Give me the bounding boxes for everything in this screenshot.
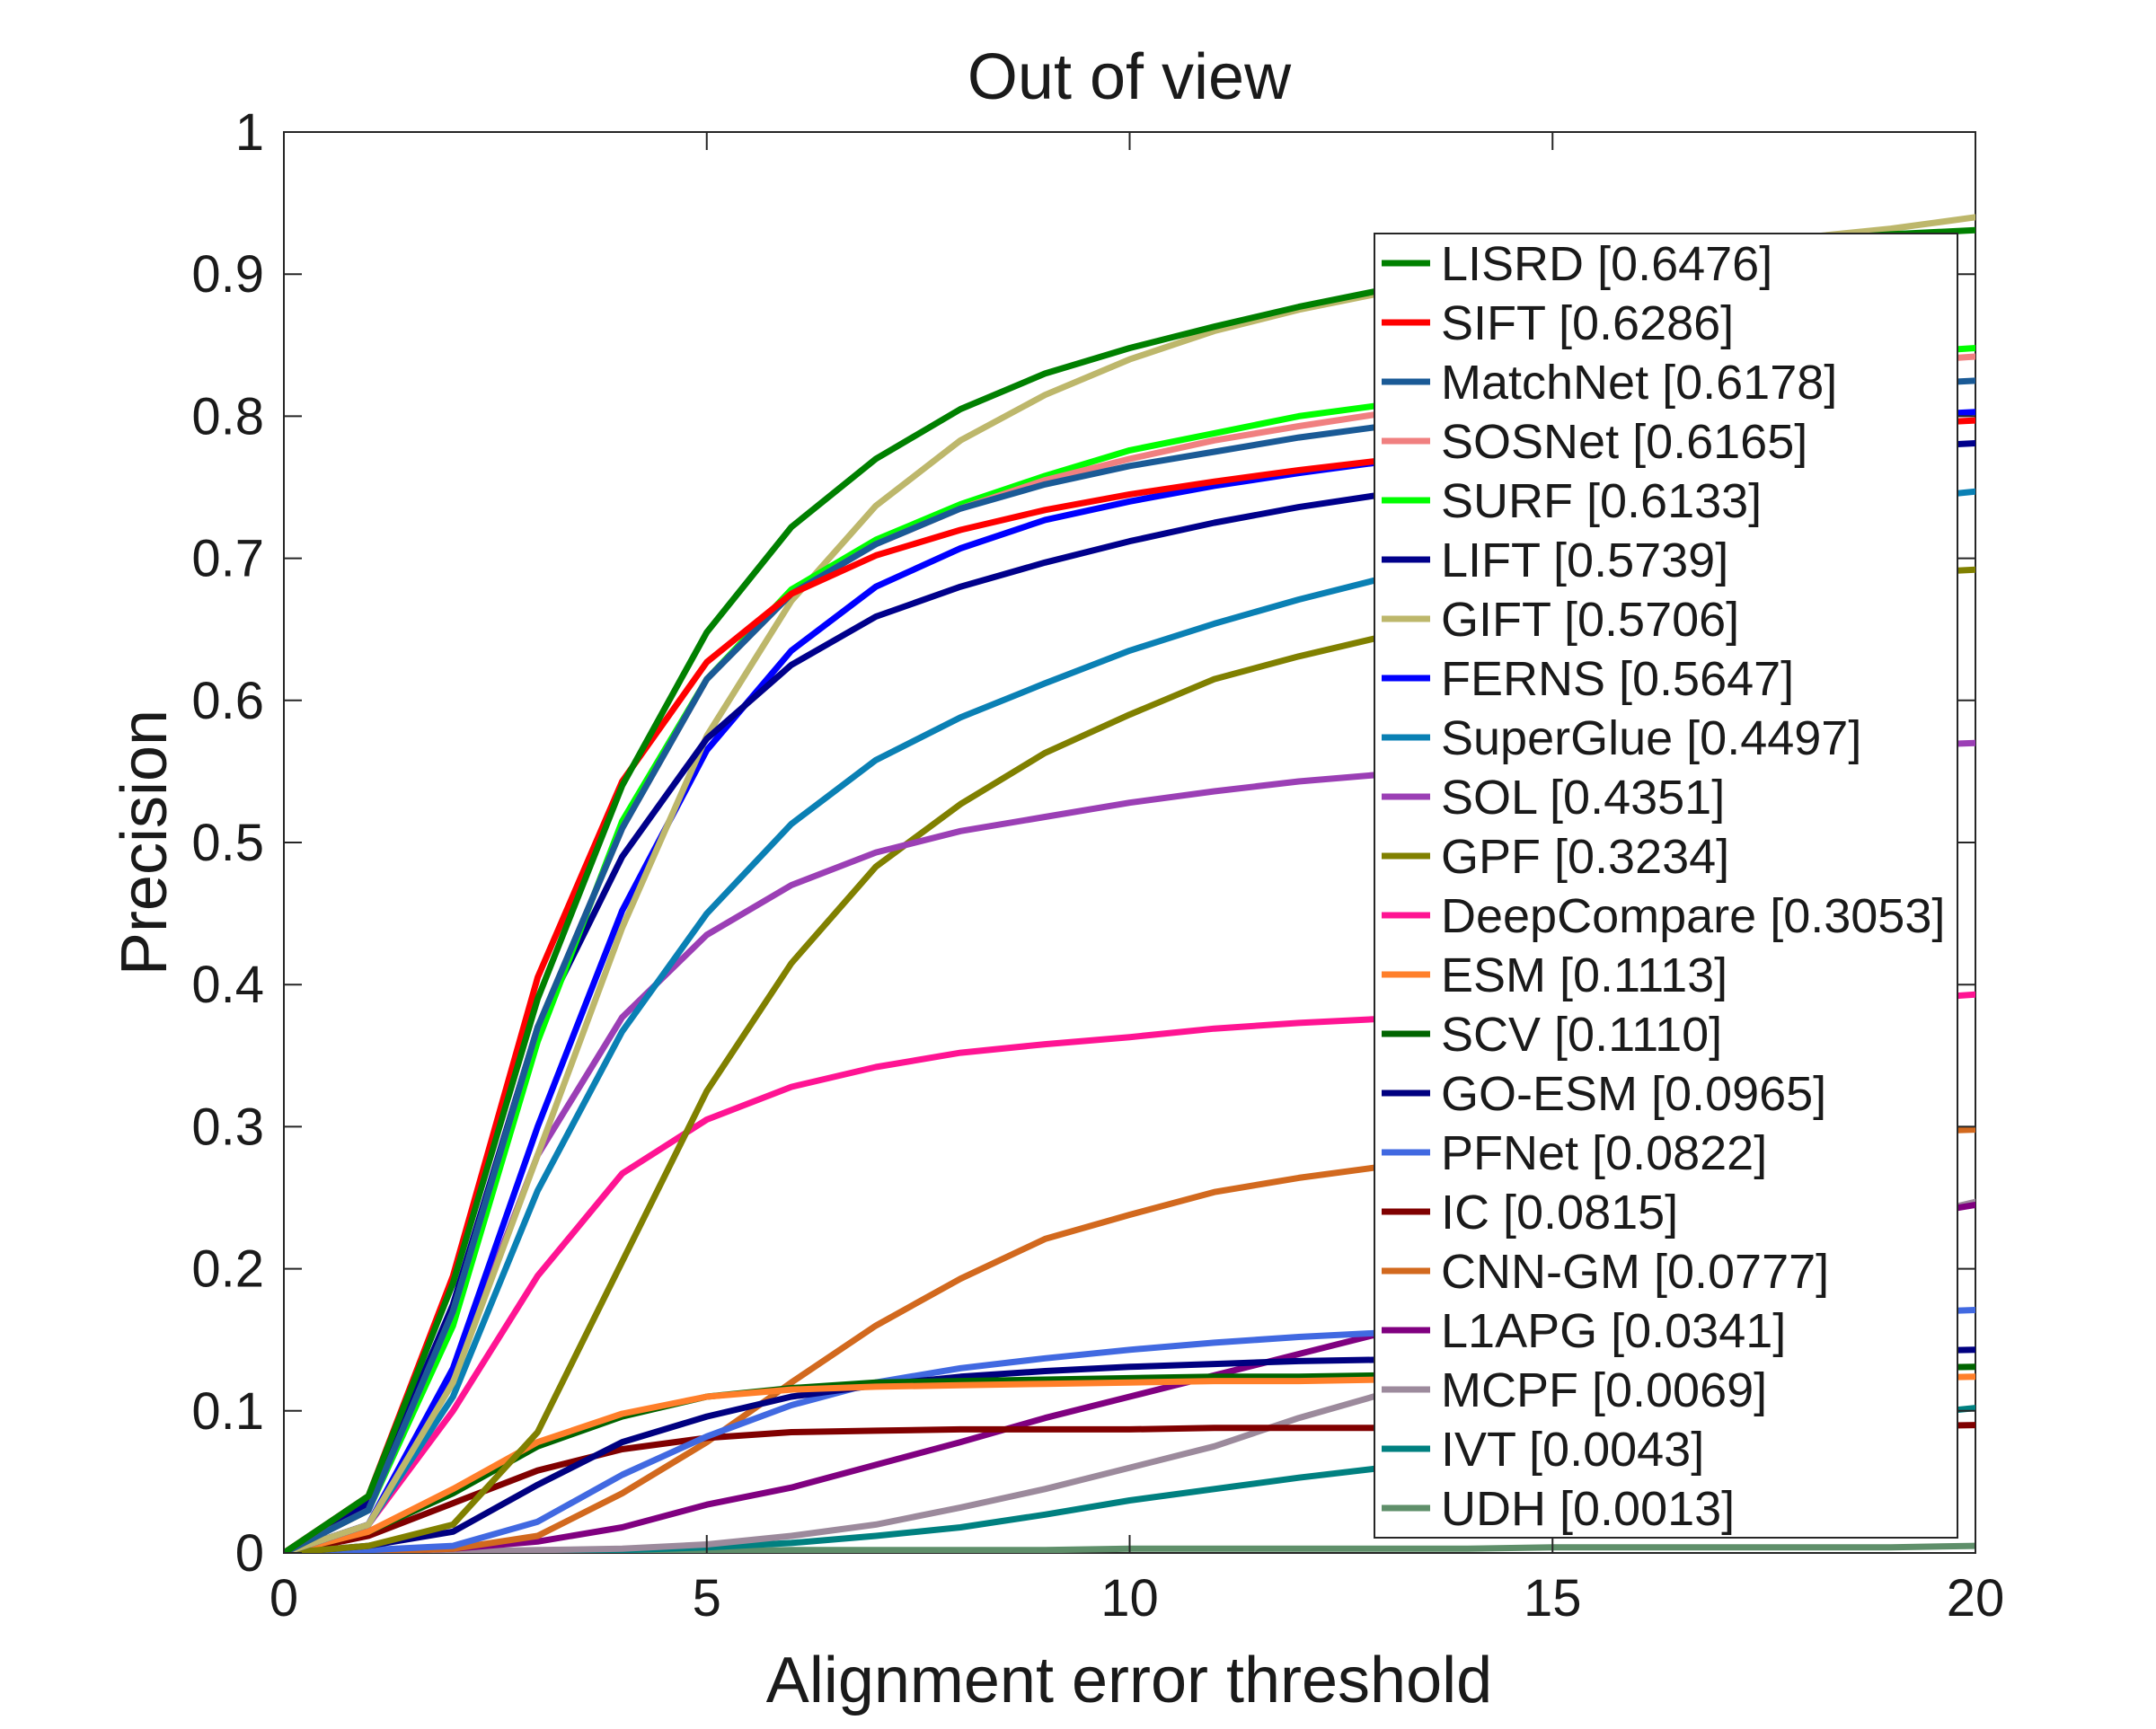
y-tick-label: 0.8 bbox=[191, 387, 264, 445]
legend-label-7: FERNS [0.5647] bbox=[1441, 652, 1794, 706]
x-tick-label: 15 bbox=[1524, 1569, 1582, 1628]
legend-label-10: GPF [0.3234] bbox=[1441, 830, 1729, 884]
legend-label-3: SOSNet [0.6165] bbox=[1441, 415, 1807, 469]
legend-label-6: GIFT [0.5706] bbox=[1441, 593, 1739, 647]
legend-label-12: ESM [0.1113] bbox=[1441, 948, 1727, 1002]
y-tick-label: 0.1 bbox=[191, 1382, 264, 1441]
x-tick-label: 10 bbox=[1100, 1569, 1159, 1628]
legend-label-19: MCPF [0.0069] bbox=[1441, 1363, 1767, 1417]
legend-label-17: CNN-GM [0.0777] bbox=[1441, 1245, 1829, 1299]
legend-label-14: GO-ESM [0.0965] bbox=[1441, 1067, 1826, 1121]
legend-label-5: LIFT [0.5739] bbox=[1441, 534, 1728, 587]
legend-label-13: SCV [0.1110] bbox=[1441, 1008, 1722, 1062]
legend-label-0: LISRD [0.6476] bbox=[1441, 237, 1772, 291]
legend-label-1: SIFT [0.6286] bbox=[1441, 296, 1734, 350]
legend-label-9: SOL [0.4351] bbox=[1441, 771, 1725, 825]
y-tick-label: 0.9 bbox=[191, 245, 264, 304]
chart-title: Out of view bbox=[968, 41, 1292, 113]
y-tick-label: 0.5 bbox=[191, 814, 264, 872]
x-axis-label: Alignment error threshold bbox=[766, 1645, 1492, 1716]
y-tick-label: 0.7 bbox=[191, 530, 264, 588]
y-tick-label: 0.3 bbox=[191, 1098, 264, 1156]
x-tick-label: 5 bbox=[693, 1569, 721, 1628]
legend-label-18: L1APG [0.0341] bbox=[1441, 1304, 1786, 1358]
y-tick-label: 0.2 bbox=[191, 1240, 264, 1299]
legend-label-15: PFNet [0.0822] bbox=[1441, 1126, 1767, 1180]
legend-label-8: SuperGlue [0.4497] bbox=[1441, 711, 1861, 765]
tick-layer: 0 5 10 15 20 0 0.1 0.2 0.3 0.4 0.5 0.6 0.7 0.8 0.9 1 bbox=[191, 103, 2004, 1628]
legend-label-2: MatchNet [0.6178] bbox=[1441, 356, 1837, 410]
legend-label-4: SURF [0.6133] bbox=[1441, 474, 1762, 528]
legend-box bbox=[1374, 233, 1958, 1539]
y-tick-label: 0.6 bbox=[191, 672, 264, 730]
legend-label-11: DeepCompare [0.3053] bbox=[1441, 889, 1945, 943]
legend-label-21: UDH [0.0013] bbox=[1441, 1482, 1735, 1536]
y-tick-label: 0.4 bbox=[191, 956, 264, 1014]
legend: LISRD [0.6476]SIFT [0.6286] MatchNet [0.6… bbox=[1374, 233, 1958, 1539]
x-tick-label: 20 bbox=[1947, 1569, 2005, 1628]
y-tick-label: 0 bbox=[235, 1524, 264, 1583]
y-tick-label: 1 bbox=[235, 103, 264, 162]
x-tick-label: 0 bbox=[270, 1569, 298, 1628]
legend-label-16: IC [0.0815] bbox=[1441, 1186, 1678, 1239]
legend-label-20: IVT [0.0043] bbox=[1441, 1423, 1704, 1477]
y-axis-label: Precision bbox=[109, 710, 181, 975]
